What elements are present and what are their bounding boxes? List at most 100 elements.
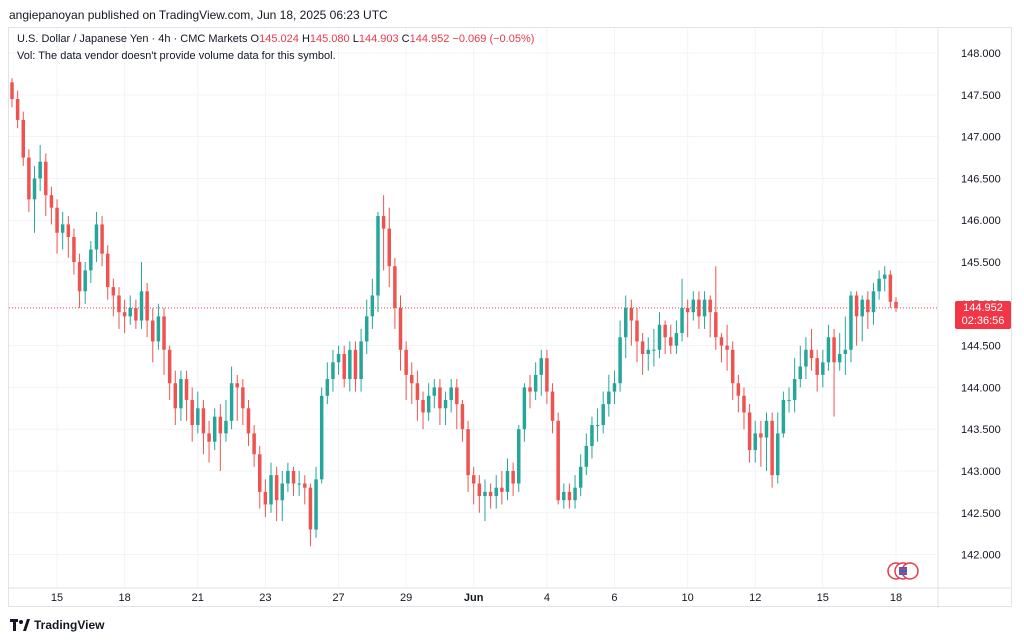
- candle-body: [252, 433, 256, 455]
- candle-body: [303, 483, 307, 488]
- candle-body: [173, 383, 178, 409]
- x-tick-label: 6: [611, 592, 617, 604]
- tradingview-footer: TradingView: [10, 618, 104, 632]
- candle-body: [77, 262, 82, 292]
- candle-body: [635, 320, 639, 342]
- candle-body: [719, 337, 724, 346]
- candle-body: [83, 270, 87, 292]
- candle-body: [128, 308, 132, 317]
- candle-body: [505, 470, 510, 492]
- x-tick-label: 18: [118, 592, 130, 604]
- candle-body: [348, 349, 352, 380]
- x-tick-label: 23: [259, 592, 271, 604]
- candle-body: [387, 228, 391, 267]
- candle-body: [286, 470, 290, 484]
- candle-body: [640, 341, 645, 354]
- y-tick-label: 144.500: [961, 341, 1001, 353]
- candle-body: [449, 387, 453, 400]
- candle-body: [421, 399, 425, 413]
- candle-body: [167, 349, 172, 384]
- candle-body: [263, 491, 268, 505]
- candle-body: [224, 420, 228, 434]
- candle-body: [629, 308, 634, 321]
- candle-body: [151, 320, 155, 342]
- candle-body: [837, 353, 842, 363]
- y-tick-label: 143.000: [961, 466, 1001, 478]
- candle-body: [235, 383, 239, 388]
- candle-body: [849, 295, 853, 350]
- candle-body: [100, 224, 104, 254]
- candle-body: [584, 445, 589, 467]
- candle-body: [770, 420, 774, 476]
- volume-note: Vol: The data vendor doesn't provide vol…: [17, 50, 336, 62]
- candle-body: [821, 362, 825, 375]
- candle-body: [229, 383, 234, 421]
- candle-body: [736, 383, 741, 396]
- y-tick-label: 147.000: [961, 132, 1001, 144]
- candle-body: [747, 412, 752, 451]
- candle-body: [27, 157, 31, 200]
- candle-body: [336, 353, 341, 363]
- candle-body: [832, 337, 836, 363]
- candle-body: [753, 433, 757, 451]
- candle-body: [674, 333, 679, 346]
- candle-body: [539, 358, 544, 375]
- candle-body: [556, 420, 560, 501]
- candle-body: [257, 454, 262, 492]
- candle-body: [370, 295, 375, 317]
- candle-body: [179, 379, 183, 409]
- candle-body: [207, 433, 211, 442]
- candle-body: [860, 299, 864, 317]
- candle-body: [145, 291, 149, 321]
- y-tick-label: 148.000: [961, 48, 1001, 60]
- candle-body: [218, 416, 223, 434]
- candle-body: [894, 301, 898, 308]
- change-value: −0.069 (−0.05%): [452, 33, 535, 45]
- candle-body: [888, 274, 893, 302]
- candle-body: [297, 483, 301, 485]
- low-value: 144.903: [358, 33, 399, 45]
- x-tick-label: 15: [51, 592, 63, 604]
- candle-body: [562, 491, 566, 501]
- candle-body: [274, 475, 279, 501]
- candle-body: [787, 399, 791, 401]
- footer-brand: TradingView: [34, 618, 105, 632]
- candle-body: [38, 161, 42, 179]
- candle-body: [483, 491, 487, 497]
- candle-body: [500, 487, 504, 492]
- candle-body: [432, 387, 437, 396]
- candle-body: [139, 291, 144, 321]
- candle-body: [156, 316, 161, 342]
- chart-frame[interactable]: [8, 27, 1012, 607]
- candle-body: [657, 324, 662, 350]
- candle-body: [404, 349, 408, 375]
- candle-body: [550, 391, 555, 421]
- candle-body: [877, 278, 881, 292]
- candle-body: [212, 416, 217, 442]
- candle-body: [426, 395, 431, 413]
- events-flag-icon[interactable]: [886, 561, 920, 581]
- low-label: L: [352, 33, 359, 45]
- candle-body: [443, 399, 448, 409]
- y-tick-label: 142.500: [961, 508, 1001, 520]
- candle-body: [15, 99, 20, 120]
- candle-body: [809, 349, 814, 359]
- candle-body: [89, 249, 93, 271]
- candle-body: [364, 316, 369, 342]
- candle-body: [623, 308, 628, 338]
- y-tick-label: 143.500: [961, 424, 1001, 436]
- candle-body: [759, 433, 763, 438]
- candle-body: [196, 408, 200, 426]
- candle-body: [438, 387, 442, 409]
- candle-body: [246, 408, 251, 434]
- candle-body: [342, 353, 346, 380]
- candle-body: [854, 295, 859, 317]
- candle-body: [331, 362, 335, 380]
- candle-body: [184, 379, 189, 400]
- candle-body: [488, 491, 493, 497]
- high-value: 145.080: [309, 33, 350, 45]
- y-tick-label: 146.000: [961, 215, 1001, 227]
- candle-body: [122, 312, 127, 317]
- candle-body: [871, 291, 876, 313]
